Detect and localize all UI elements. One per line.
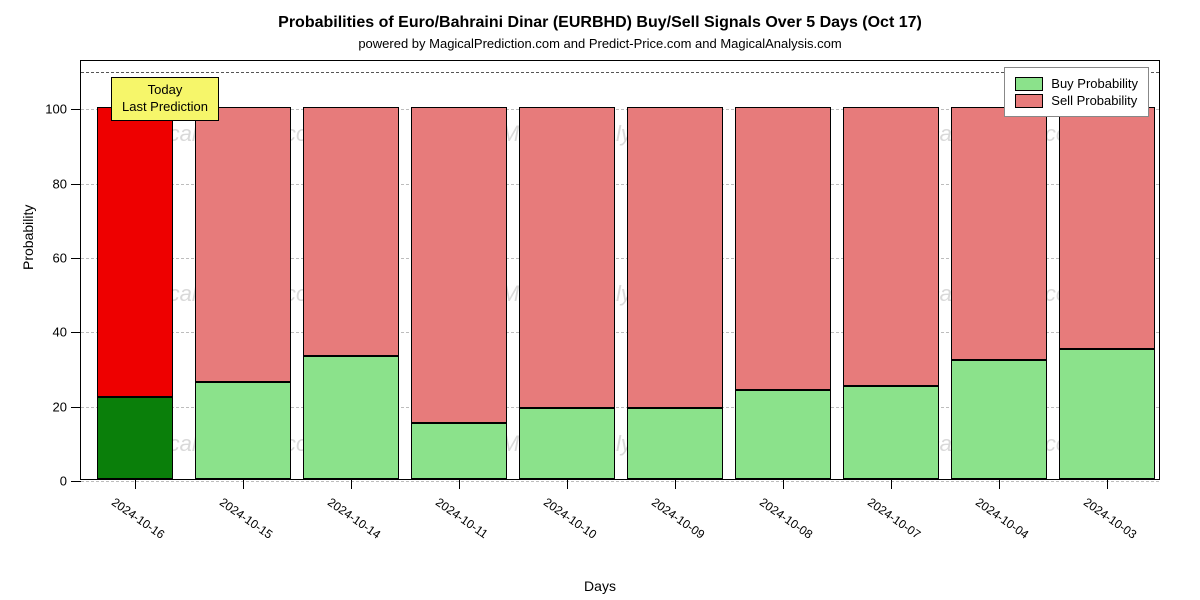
- sell-bar-segment: [627, 107, 722, 408]
- buy-bar-segment: [97, 397, 173, 479]
- x-tick: [783, 479, 784, 489]
- sell-bar-segment: [303, 107, 398, 356]
- sell-bar-segment: [97, 107, 173, 397]
- sell-bar-segment: [735, 107, 830, 389]
- x-tick-label: 2024-10-07: [865, 495, 923, 542]
- x-tick-label: 2024-10-16: [109, 495, 167, 542]
- x-tick: [351, 479, 352, 489]
- buy-bar-segment: [195, 382, 290, 479]
- legend-label-sell: Sell Probability: [1051, 93, 1137, 108]
- x-tick: [459, 479, 460, 489]
- sell-bar-segment: [519, 107, 614, 408]
- bars-layer: [81, 61, 1159, 479]
- x-tick-label: 2024-10-04: [973, 495, 1031, 542]
- sell-bar-segment: [1059, 107, 1154, 349]
- buy-bar-segment: [1059, 349, 1154, 479]
- legend-swatch-sell: [1015, 94, 1043, 108]
- x-tick-label: 2024-10-14: [325, 495, 383, 542]
- y-axis-title: Probability: [20, 205, 36, 270]
- x-tick: [999, 479, 1000, 489]
- bar-slot: [519, 59, 614, 479]
- y-tick: [71, 407, 81, 408]
- y-tick: [71, 332, 81, 333]
- y-tick-label: 20: [53, 399, 67, 414]
- y-tick: [71, 109, 81, 110]
- bar-slot: [195, 59, 290, 479]
- x-tick-label: 2024-10-03: [1081, 495, 1139, 542]
- bar-slot: [735, 59, 830, 479]
- y-tick: [71, 184, 81, 185]
- buy-bar-segment: [735, 390, 830, 479]
- x-axis-title: Days: [0, 578, 1200, 594]
- bar-slot: [1059, 59, 1154, 479]
- legend-label-buy: Buy Probability: [1051, 76, 1138, 91]
- buy-bar-segment: [519, 408, 614, 479]
- sell-bar-segment: [411, 107, 506, 423]
- legend: Buy Probability Sell Probability: [1004, 67, 1149, 117]
- today-callout: Today Last Prediction: [111, 77, 219, 121]
- x-tick: [675, 479, 676, 489]
- y-tick-label: 80: [53, 176, 67, 191]
- y-tick-label: 100: [45, 102, 67, 117]
- bar-slot: [843, 59, 938, 479]
- y-tick: [71, 258, 81, 259]
- x-tick: [243, 479, 244, 489]
- bar-slot: [951, 59, 1046, 479]
- y-tick: [71, 481, 81, 482]
- x-tick-label: 2024-10-08: [757, 495, 815, 542]
- x-tick-label: 2024-10-15: [217, 495, 275, 542]
- x-tick-label: 2024-10-11: [433, 495, 491, 541]
- sell-bar-segment: [843, 107, 938, 386]
- buy-bar-segment: [411, 423, 506, 479]
- y-tick-label: 60: [53, 250, 67, 265]
- x-tick-label: 2024-10-09: [649, 495, 707, 542]
- legend-swatch-buy: [1015, 77, 1043, 91]
- x-tick: [135, 479, 136, 489]
- buy-bar-segment: [627, 408, 722, 479]
- y-tick-label: 0: [60, 474, 67, 489]
- bar-slot: [97, 59, 173, 479]
- chart-subtitle: powered by MagicalPrediction.com and Pre…: [20, 36, 1180, 51]
- plot-area: MagicalAnalysis.comMagicalAnalysis.comMa…: [80, 60, 1160, 480]
- bar-slot: [411, 59, 506, 479]
- legend-item-sell: Sell Probability: [1015, 93, 1138, 108]
- y-tick-label: 40: [53, 325, 67, 340]
- bar-slot: [303, 59, 398, 479]
- chart-title: Probabilities of Euro/Bahraini Dinar (EU…: [20, 14, 1180, 32]
- x-tick: [1107, 479, 1108, 489]
- x-tick-label: 2024-10-10: [541, 495, 599, 542]
- buy-bar-segment: [303, 356, 398, 479]
- buy-bar-segment: [843, 386, 938, 479]
- x-tick: [567, 479, 568, 489]
- bar-slot: [627, 59, 722, 479]
- x-tick: [891, 479, 892, 489]
- legend-item-buy: Buy Probability: [1015, 76, 1138, 91]
- sell-bar-segment: [951, 107, 1046, 360]
- sell-bar-segment: [195, 107, 290, 382]
- buy-bar-segment: [951, 360, 1046, 479]
